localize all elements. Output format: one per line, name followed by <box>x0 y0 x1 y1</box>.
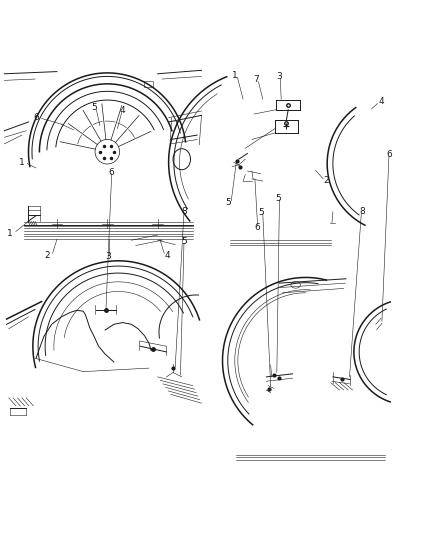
Text: 6: 6 <box>109 168 115 177</box>
Text: 2: 2 <box>324 176 329 185</box>
Text: 3: 3 <box>106 252 112 261</box>
Text: 5: 5 <box>276 193 282 203</box>
Text: 3: 3 <box>276 72 283 82</box>
Text: 5: 5 <box>258 208 264 217</box>
Text: 6: 6 <box>386 150 392 159</box>
Text: 8: 8 <box>181 207 187 216</box>
Text: 4: 4 <box>165 252 170 261</box>
Text: 1: 1 <box>7 229 13 238</box>
Text: 4: 4 <box>378 98 384 106</box>
Text: 6: 6 <box>254 223 261 231</box>
Text: 2: 2 <box>45 252 50 261</box>
Text: 7: 7 <box>253 75 259 84</box>
Bar <box>144 81 153 87</box>
Text: 8: 8 <box>360 207 366 216</box>
Text: 5: 5 <box>226 198 232 207</box>
Text: 1: 1 <box>19 158 25 167</box>
Text: 6: 6 <box>33 113 39 122</box>
Text: 5: 5 <box>91 103 97 112</box>
Text: 1: 1 <box>232 71 238 80</box>
Text: 5: 5 <box>181 238 187 246</box>
Text: 4: 4 <box>120 106 125 115</box>
